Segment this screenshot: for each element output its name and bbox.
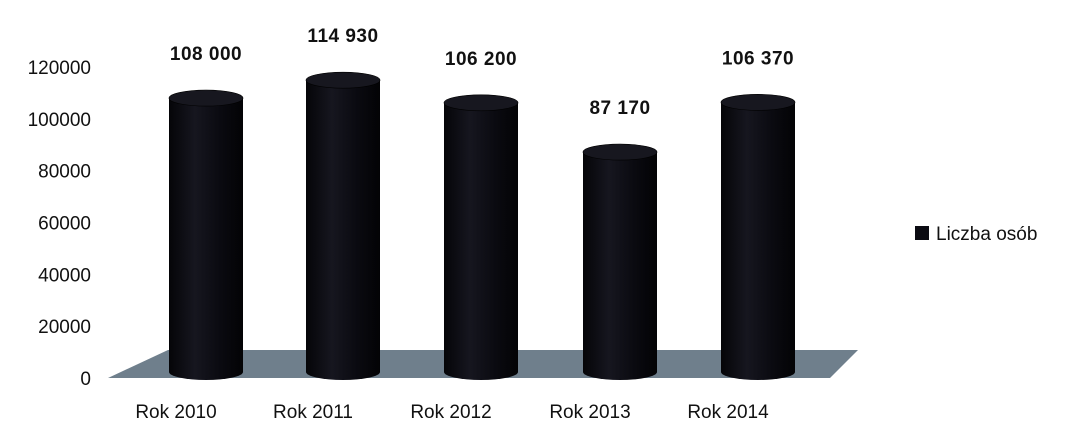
- data-label: 114 930: [307, 26, 378, 47]
- x-tick-label: Rok 2011: [273, 402, 353, 423]
- data-label: 87 170: [589, 98, 650, 119]
- y-tick-label: 20000: [38, 317, 91, 338]
- y-tick-label: 60000: [38, 214, 91, 235]
- data-label: 106 200: [445, 49, 517, 70]
- y-tick-label: 100000: [28, 110, 91, 131]
- bar: [168, 89, 244, 380]
- bar: [305, 71, 381, 381]
- y-tick-label: 0: [80, 369, 91, 390]
- bar: [582, 143, 658, 380]
- y-tick-label: 40000: [38, 265, 91, 286]
- x-tick-label: Rok 2013: [549, 402, 630, 423]
- legend-label: Liczba osób: [936, 224, 1037, 245]
- x-tick-label: Rok 2012: [410, 402, 491, 423]
- y-tick-label: 80000: [38, 162, 91, 183]
- data-label: 106 370: [722, 48, 794, 69]
- x-tick-label: Rok 2010: [135, 402, 216, 423]
- bar: [443, 94, 519, 380]
- x-tick-label: Rok 2014: [687, 402, 769, 423]
- legend: Liczba osób: [915, 224, 1037, 245]
- y-tick-label: 120000: [28, 58, 91, 79]
- bar: [720, 94, 796, 381]
- legend-swatch: [915, 226, 929, 240]
- data-label: 108 000: [170, 44, 242, 65]
